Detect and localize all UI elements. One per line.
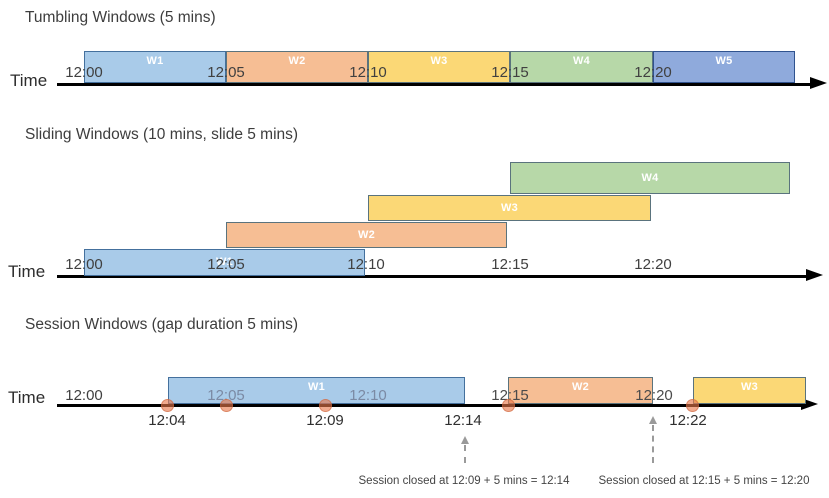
sliding-tick-1210: 12:10 <box>347 256 385 273</box>
tumbling-window-w1: W1 <box>84 51 226 83</box>
sliding-time-axis-label: Time <box>8 262 46 281</box>
session-tick-1200: 12:00 <box>65 387 103 404</box>
event-dot-1209 <box>319 399 332 412</box>
window-label: W3 <box>430 55 448 67</box>
session-annotation-1: Session closed at 12:09 + 5 mins = 12:14 <box>358 475 570 487</box>
sliding-window-w1: W1 <box>84 249 365 276</box>
sliding-tick-1200: 12:00 <box>65 256 103 273</box>
tumbling-tick-1210: 12:10 <box>349 64 387 81</box>
session-tick-1210: 12:10 <box>349 387 387 404</box>
session-timeline <box>57 404 805 407</box>
sliding-title: Sliding Windows (10 mins, slide 5 mins) <box>25 126 299 143</box>
session-window-w1: W1 <box>168 377 465 404</box>
session-closed-arrow-1-head-icon <box>461 436 469 444</box>
tumbling-tick-1220: 12:20 <box>634 64 672 81</box>
session-closed-arrow-2-head-icon <box>649 416 657 424</box>
window-label: W3 <box>740 381 759 393</box>
sliding-timeline <box>57 275 810 278</box>
session-tick-1220: 12:20 <box>635 387 673 404</box>
sliding-tick-1215: 12:15 <box>491 256 529 273</box>
sliding-timeline-arrowhead-icon <box>806 269 823 281</box>
session-window-w3: W3 <box>693 377 806 404</box>
window-label: W2 <box>357 228 376 241</box>
session-window-w2: W2 <box>508 377 653 404</box>
window-label: W1 <box>307 381 326 393</box>
event-label-1209: 12:09 <box>306 412 344 429</box>
session-closed-arrow-2-stem <box>652 425 654 463</box>
tumbling-title: Tumbling Windows (5 mins) <box>25 9 216 26</box>
sliding-window-w3: W3 <box>368 195 651 221</box>
window-label: W2 <box>288 55 306 67</box>
session-title: Session Windows (gap duration 5 mins) <box>25 316 299 333</box>
tumbling-tick-1200: 12:00 <box>65 64 103 81</box>
tumbling-tick-1215: 12:15 <box>491 64 529 81</box>
tumbling-window-w4: W4 <box>510 51 653 83</box>
event-label-1222: 12:22 <box>669 412 707 429</box>
sliding-tick-1205: 12:05 <box>207 256 245 273</box>
tumbling-window-w2: W2 <box>226 51 368 83</box>
window-label: W4 <box>572 55 591 67</box>
window-label: W5 <box>715 55 733 67</box>
sliding-window-w4: W4 <box>510 162 790 194</box>
tumbling-timeline-arrowhead-icon <box>810 77 827 89</box>
tumbling-time-axis-label: Time <box>10 71 48 90</box>
event-dot-1215 <box>502 399 515 412</box>
window-label: W3 <box>500 201 519 214</box>
window-label: W2 <box>571 381 590 393</box>
window-label: W1 <box>146 55 164 67</box>
tumbling-timeline <box>57 83 814 86</box>
event-dot-1222 <box>686 399 699 412</box>
sliding-window-w2: W2 <box>226 222 507 248</box>
session-closed-arrow-1-stem <box>464 445 466 463</box>
event-label-1204: 12:04 <box>148 412 186 429</box>
event-label-1214: 12:14 <box>444 412 482 429</box>
event-dot-1204 <box>161 399 174 412</box>
session-tick-1205: 12:05 <box>207 387 245 404</box>
session-annotation-2: Session closed at 12:15 + 5 mins = 12:20 <box>598 475 810 487</box>
tumbling-window-w5: W5 <box>653 51 795 83</box>
session-time-axis-label: Time <box>8 388 46 407</box>
window-label: W1 <box>215 256 234 268</box>
tumbling-tick-1205: 12:05 <box>207 64 245 81</box>
session-tick-1215: 12:15 <box>491 387 529 404</box>
window-label: W4 <box>641 171 659 184</box>
event-dot-1205 <box>220 399 233 412</box>
tumbling-window-w3: W3 <box>368 51 510 83</box>
sliding-tick-1220: 12:20 <box>634 256 672 273</box>
